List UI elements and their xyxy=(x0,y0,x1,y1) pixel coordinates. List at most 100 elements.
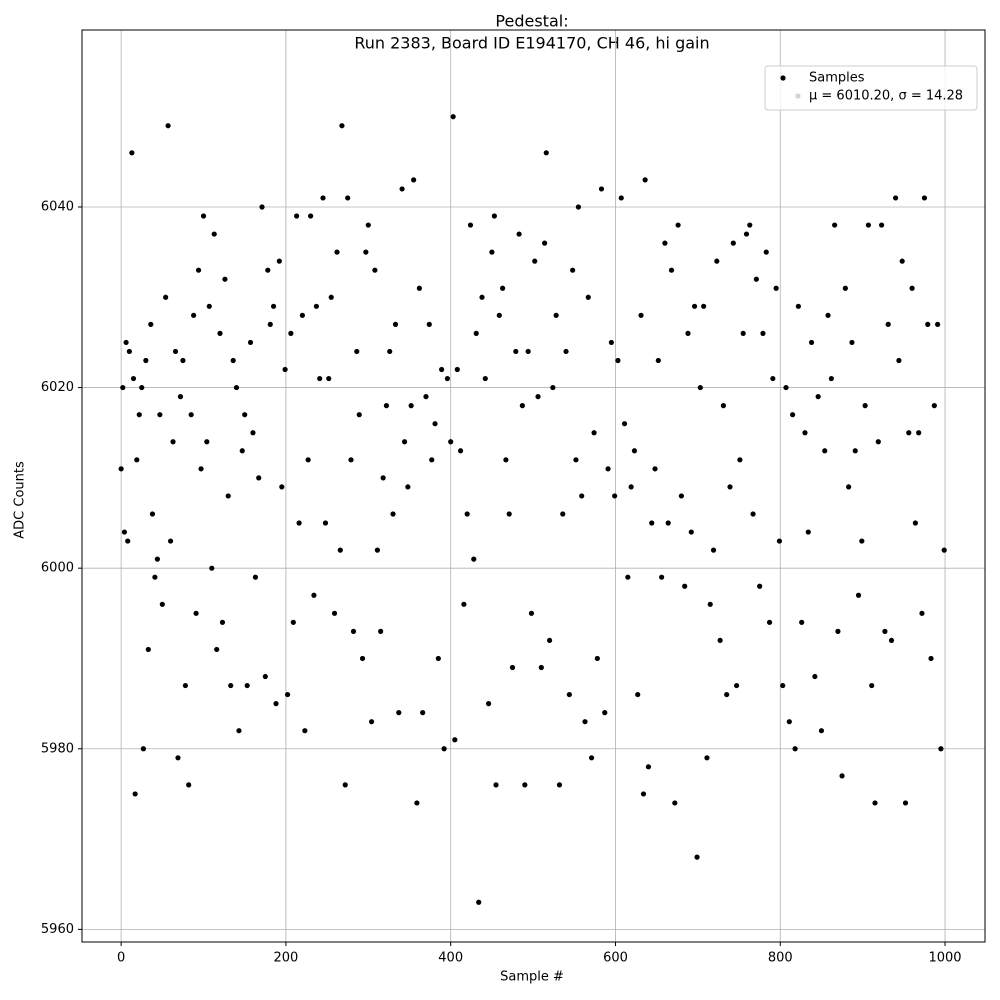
point xyxy=(123,339,129,346)
point xyxy=(320,195,326,201)
point xyxy=(790,412,796,418)
point xyxy=(175,755,181,761)
point xyxy=(935,321,941,327)
point xyxy=(439,366,445,373)
point xyxy=(701,303,707,309)
point xyxy=(461,601,467,607)
point xyxy=(532,258,538,264)
point xyxy=(265,267,271,273)
point xyxy=(802,430,808,436)
point xyxy=(550,384,556,391)
point xyxy=(598,186,605,192)
point xyxy=(776,538,783,544)
point xyxy=(259,204,265,210)
point xyxy=(546,637,553,644)
point xyxy=(842,285,848,291)
point xyxy=(414,800,420,806)
point xyxy=(724,691,730,698)
x-tick-label: 0 xyxy=(117,951,125,966)
point xyxy=(672,800,678,806)
point xyxy=(602,710,608,716)
legend-box xyxy=(764,65,978,111)
point xyxy=(506,511,512,517)
point xyxy=(441,746,447,752)
point xyxy=(573,457,579,463)
point xyxy=(859,538,865,544)
point xyxy=(542,240,548,246)
point xyxy=(356,412,362,418)
point xyxy=(387,348,393,355)
point xyxy=(938,746,944,752)
point xyxy=(707,601,713,607)
point xyxy=(757,583,763,589)
point xyxy=(426,321,432,327)
point xyxy=(467,222,474,228)
point xyxy=(294,213,300,219)
point xyxy=(299,312,305,318)
point xyxy=(753,276,759,282)
point xyxy=(378,628,384,634)
point xyxy=(408,403,414,409)
point xyxy=(334,249,340,255)
point xyxy=(513,348,519,355)
point xyxy=(649,520,655,526)
point xyxy=(392,321,399,327)
y-tick-label: 6020 xyxy=(41,380,74,395)
point xyxy=(188,412,194,418)
point xyxy=(668,267,675,273)
point xyxy=(893,195,899,201)
point xyxy=(132,791,138,797)
point xyxy=(195,267,202,273)
point xyxy=(500,285,506,291)
point xyxy=(662,240,668,246)
point xyxy=(503,457,509,463)
point xyxy=(214,646,220,653)
point xyxy=(380,475,386,481)
point xyxy=(170,439,176,445)
point xyxy=(198,466,204,472)
point xyxy=(191,312,197,318)
point xyxy=(885,321,891,327)
legend-annotation: μ = 6010.20, σ = 14.28 xyxy=(809,89,963,104)
point xyxy=(222,276,228,282)
point xyxy=(625,574,631,580)
point xyxy=(570,267,576,273)
point xyxy=(288,330,294,336)
point xyxy=(479,294,485,300)
point xyxy=(730,240,736,246)
point xyxy=(760,330,766,336)
point xyxy=(154,556,160,562)
point xyxy=(909,285,915,291)
point xyxy=(342,782,348,788)
point xyxy=(839,773,845,779)
point xyxy=(612,493,618,499)
point xyxy=(236,728,242,734)
point xyxy=(464,511,470,517)
point xyxy=(770,375,776,382)
point xyxy=(563,348,569,355)
point xyxy=(390,511,396,517)
point xyxy=(313,303,320,309)
point xyxy=(270,303,277,309)
point xyxy=(193,610,199,616)
point xyxy=(423,394,429,400)
point xyxy=(631,448,638,454)
point xyxy=(345,195,351,201)
point xyxy=(635,691,641,698)
point xyxy=(136,412,142,418)
point xyxy=(365,222,371,228)
legend-marker xyxy=(795,93,801,99)
point xyxy=(250,430,256,436)
point xyxy=(145,646,151,653)
point xyxy=(865,222,872,228)
point xyxy=(228,682,234,689)
point xyxy=(878,222,885,228)
point xyxy=(125,538,131,544)
point xyxy=(489,249,495,255)
x-tick-label: 400 xyxy=(438,951,463,966)
point xyxy=(812,673,818,680)
x-tick-label: 1000 xyxy=(928,951,961,966)
point xyxy=(435,655,441,662)
